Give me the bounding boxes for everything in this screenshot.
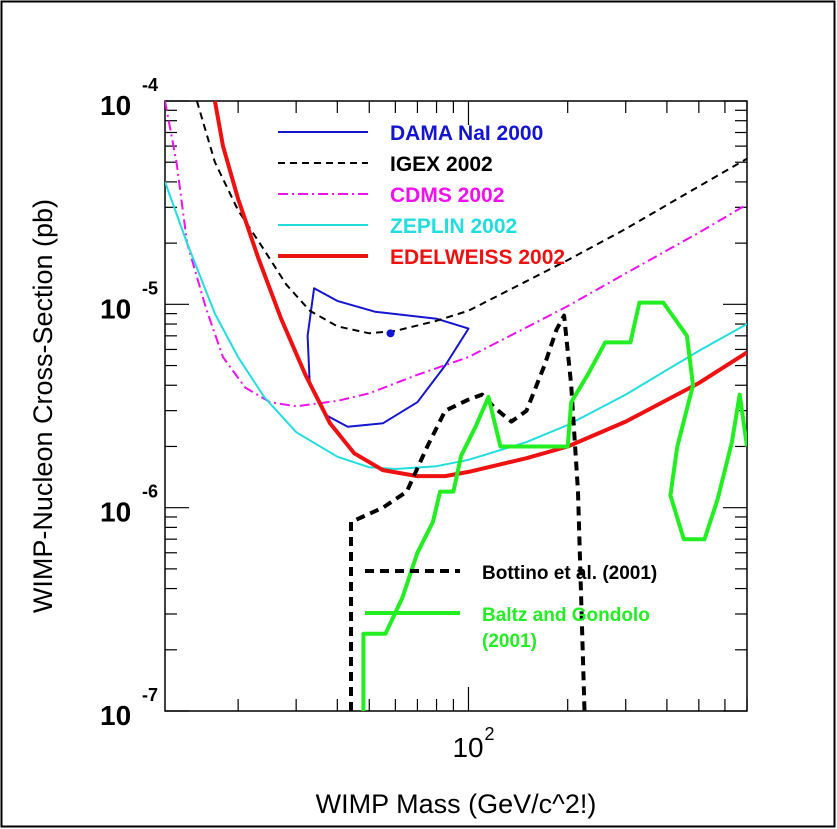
y-axis-label: WIMP-Nucleon Cross-Section (pb) — [28, 199, 58, 613]
legend-item: EDELWEISS 2002 — [278, 246, 565, 269]
series-baltz-and-gondolo-2001 — [361, 300, 747, 711]
series-bottino-et-al-2001 — [349, 313, 587, 711]
y-tick-label-exponent: -7 — [142, 685, 158, 705]
legend-label: IGEX 2002 — [390, 153, 493, 176]
plot-frame — [164, 100, 748, 712]
theory-legend-label: (2001) — [482, 631, 537, 652]
theory-legend-label: Baltz and Gondolo — [482, 605, 650, 626]
theory-legend-label: Bottino et al. (2001) — [482, 563, 657, 584]
legend: DAMA NaI 2000 IGEX 2002 CDMS 2002 ZEPLIN 20… — [278, 122, 565, 269]
legend-item: IGEX 2002 — [278, 153, 493, 176]
y-tick-label-base: 10 — [100, 293, 131, 324]
x-tick-label-base: 10 — [452, 732, 483, 763]
y-tick-label-base: 10 — [100, 90, 131, 121]
legend-label: ZEPLIN 2002 — [390, 215, 517, 238]
x-tick-labels: 10 2 — [452, 724, 494, 763]
series-igex-2002 — [195, 101, 747, 335]
x-axis-label: WIMP Mass (GeV/c^2!) — [316, 789, 597, 819]
dama-center-marker — [386, 329, 395, 338]
theory-legend-item: Baltz and Gondolo (2001) — [365, 605, 650, 652]
legend-label: DAMA NaI 2000 — [390, 122, 543, 145]
axis-ticks — [165, 100, 748, 712]
y-tick-label: 10 -7 — [100, 685, 158, 731]
legend-item: ZEPLIN 2002 — [278, 215, 517, 238]
legend-label: EDELWEISS 2002 — [390, 246, 565, 269]
series-clip-group — [165, 101, 747, 711]
series-cdms-2002 — [165, 101, 747, 408]
y-tick-label-base: 10 — [100, 700, 131, 731]
legend-label: CDMS 2002 — [390, 184, 504, 207]
y-tick-label: 10 -5 — [100, 278, 158, 324]
y-tick-label-exponent: -5 — [142, 278, 158, 298]
y-tick-label-exponent: -4 — [142, 75, 158, 95]
x-tick-label-exponent: 2 — [484, 724, 494, 744]
y-tick-labels: 10 -4 10 -5 10 -6 10 -7 — [100, 75, 158, 731]
theory-legend: Bottino et al. (2001) Baltz and Gondolo (2… — [365, 563, 657, 652]
y-tick-label: 10 -4 — [100, 75, 158, 121]
series-edelweiss-2002 — [212, 101, 747, 479]
theory-legend-item: Bottino et al. (2001) — [365, 563, 657, 584]
x-tick-label: 10 2 — [452, 724, 494, 763]
y-tick-label-base: 10 — [100, 497, 131, 528]
series-layer — [165, 101, 747, 711]
y-tick-label: 10 -6 — [100, 482, 158, 528]
legend-item: DAMA NaI 2000 — [278, 122, 543, 145]
y-tick-label-exponent: -6 — [142, 482, 158, 502]
legend-item: CDMS 2002 — [278, 184, 504, 207]
